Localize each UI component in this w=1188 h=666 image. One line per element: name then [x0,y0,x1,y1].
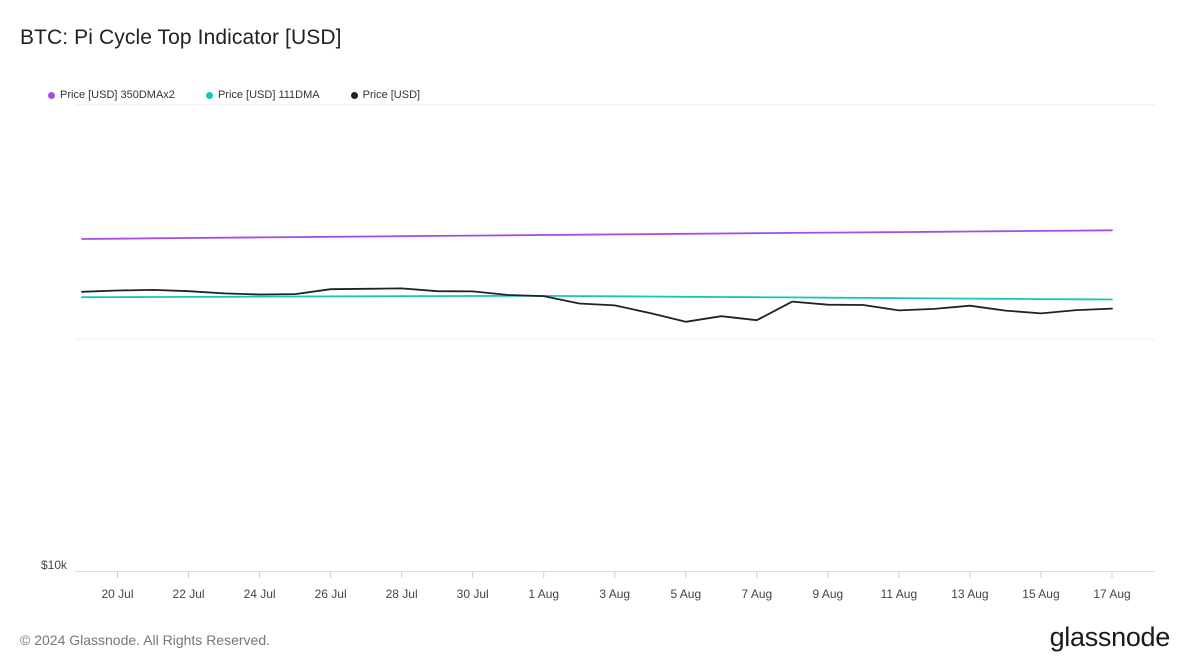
legend-dot-111dma [205,91,213,99]
x-tick-label: 20 Jul [102,587,134,601]
legend-item-price[interactable]: Price [USD] [350,89,421,101]
x-tick-label: 24 Jul [244,587,276,601]
chart-title: BTC: Pi Cycle Top Indicator [USD] [20,26,342,49]
legend-label-111dma: Price [USD] 111DMA [217,89,320,101]
grid-lines [75,104,1155,340]
chart-legend: Price [USD] 350DMAx2 Price [USD] 111DMA … [48,89,451,101]
series-line-0[interactable] [81,229,1113,240]
x-tick-label: 9 Aug [813,587,844,601]
legend-dot-price [350,91,358,99]
brand-logo: glassnode [1049,622,1171,652]
x-tick-label: 15 Aug [1022,587,1059,601]
legend-item-111dma[interactable]: Price [USD] 111DMA [205,89,320,101]
x-axis: 20 Jul 22 Jul 24 Jul 26 Jul 28 Jul 30 Jul 1 Au… [75,571,1155,601]
legend-dot-350dmax2 [48,91,55,99]
series-line-1[interactable] [81,294,1113,301]
x-tick-label: 26 Jul [315,587,347,601]
series-lines [81,229,1113,323]
x-tick-label: 7 Aug [741,587,772,601]
x-tick-label: 1 Aug [528,587,559,601]
x-tick-label: 22 Jul [173,587,205,601]
x-tick-label: 5 Aug [670,587,701,601]
x-tick-label: 28 Jul [386,587,418,601]
x-tick-label: 30 Jul [457,587,489,601]
legend-label-350dmax2: Price [USD] 350DMAx2 [60,89,175,101]
legend-item-350dmax2[interactable]: Price [USD] 350DMAx2 [48,89,175,101]
copyright-text: © 2024 Glassnode. All Rights Reserved. [20,632,271,648]
y-axis: $10k [41,558,68,572]
y-tick-label: $10k [41,558,68,572]
legend-label-price: Price [USD] [362,89,421,101]
x-tick-label: 3 Aug [599,587,630,601]
x-tick-label: 17 Aug [1093,587,1130,601]
series-line-2[interactable] [81,287,1113,323]
x-tick-label: 11 Aug [881,587,917,601]
x-tick-label: 13 Aug [951,587,988,601]
